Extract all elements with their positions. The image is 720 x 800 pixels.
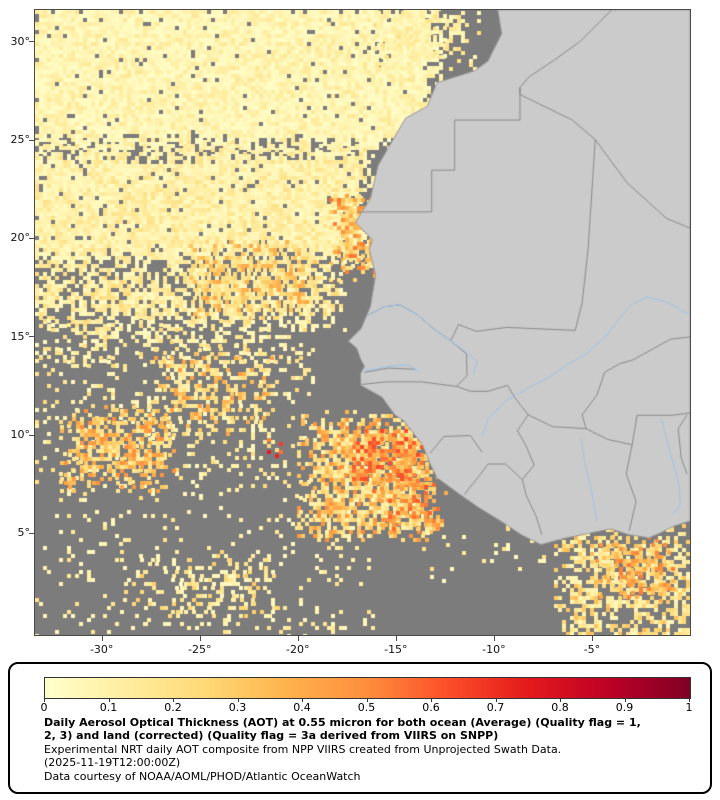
colorbar-tick-mark xyxy=(495,698,497,702)
colorbar-tick-mark xyxy=(431,698,432,702)
caption-credit: Data courtesy of NOAA/AOML/PHOD/Atlantic… xyxy=(44,769,361,783)
colorbar-tick-label: 0.6 xyxy=(422,701,440,714)
lat-tick-label: 20° xyxy=(10,231,31,245)
lat-tick-mark xyxy=(29,139,34,141)
lon-tick-mark xyxy=(297,636,299,641)
colorbar-tick-label: 0.7 xyxy=(486,701,505,714)
lon-tick-mark xyxy=(493,636,495,641)
colorbar-tick-label: 0.3 xyxy=(228,701,247,714)
aot-map-canvas xyxy=(34,9,691,636)
colorbar-tick-mark xyxy=(366,698,368,702)
lat-tick-label: 25° xyxy=(10,133,31,147)
colorbar-tick-mark xyxy=(560,698,561,702)
colorbar-tick-mark xyxy=(108,698,110,702)
lon-tick-label: -5° xyxy=(583,643,601,656)
lon-tick-label: -15° xyxy=(384,643,408,656)
lat-tick-mark xyxy=(29,532,34,534)
colorbar-tick-mark xyxy=(237,698,239,702)
colorbar-tick-label: 0.8 xyxy=(551,701,569,714)
caption-block: Daily Aerosol Optical Thickness (AOT) at… xyxy=(44,716,641,783)
colorbar-tick-mark xyxy=(44,698,45,702)
caption-experimental: Experimental NRT daily AOT composite fro… xyxy=(44,742,562,756)
colorbar-tick-label: 0.2 xyxy=(164,701,182,714)
lat-tick-mark xyxy=(29,434,34,436)
lon-tick-mark xyxy=(591,636,593,641)
lon-tick-mark xyxy=(101,636,103,641)
lat-tick-mark xyxy=(29,237,34,239)
lon-tick-label: -25° xyxy=(187,643,212,656)
colorbar-tick-label: 0.1 xyxy=(99,701,118,714)
colorbar-tick-mark xyxy=(624,698,626,702)
colorbar xyxy=(44,677,691,699)
lat-tick-label: 10° xyxy=(10,428,31,442)
lon-tick-label: -10° xyxy=(482,643,506,656)
colorbar-tick-label: 0.9 xyxy=(615,701,634,714)
colorbar-tick-mark xyxy=(173,698,174,702)
lat-tick-mark xyxy=(29,336,34,338)
lon-tick-label: -30° xyxy=(89,643,114,656)
lat-tick-label: 30° xyxy=(10,34,31,48)
caption-title-line2: 2, 3) and land (corrected) (Quality flag… xyxy=(44,729,499,743)
lon-tick-mark xyxy=(199,636,201,641)
caption-title-line1: Daily Aerosol Optical Thickness (AOT) at… xyxy=(44,716,641,729)
colorbar-tick-label: 1 xyxy=(685,701,693,714)
lat-tick-mark xyxy=(29,41,34,43)
lon-tick-mark xyxy=(395,636,397,641)
lat-tick-label: 15° xyxy=(10,329,31,343)
legend-box: 0 0.1 0.2 0.3 0.4 0.5 0.6 0.7 0.8 0.9 1 Daily Aero… xyxy=(8,662,712,794)
colorbar-tick-label: 0.5 xyxy=(357,701,376,714)
caption-timestamp: (2025-11-19T12:00:00Z) xyxy=(44,756,181,770)
colorbar-tick-label: 0.4 xyxy=(293,701,311,714)
colorbar-tick-mark xyxy=(689,698,690,702)
lat-tick-label: 5° xyxy=(17,526,31,540)
colorbar-tick-label: 0 xyxy=(40,701,48,714)
lon-tick-label: -20° xyxy=(286,643,310,656)
colorbar-tick-mark xyxy=(302,698,303,702)
